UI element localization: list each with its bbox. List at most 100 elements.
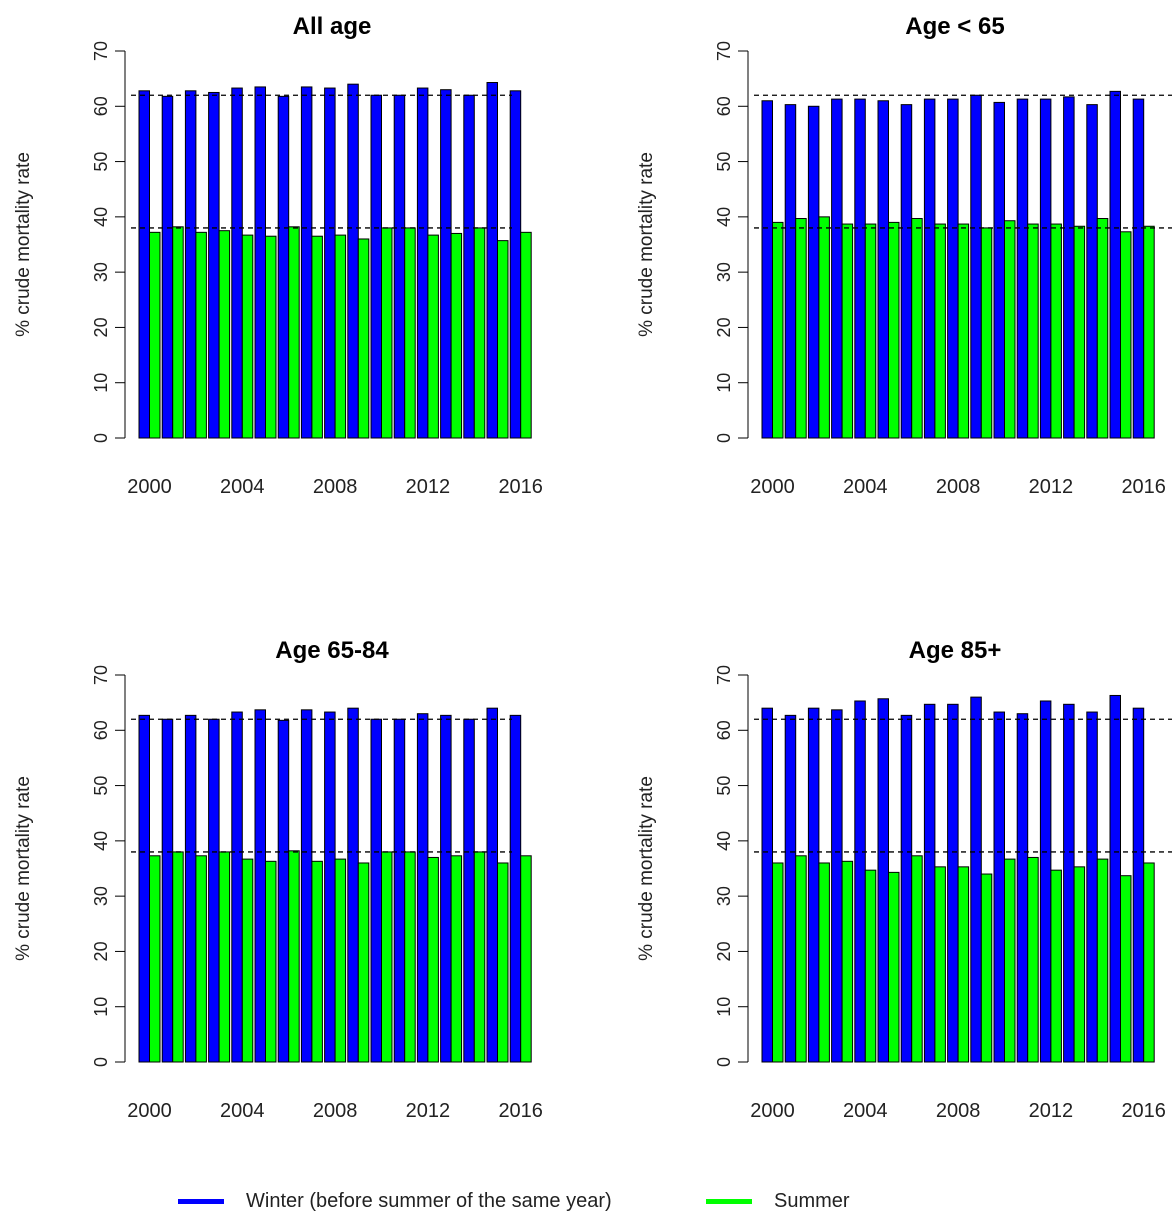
bar-winter-2015 [486, 707, 498, 1063]
bar-summer-2012 [1050, 869, 1062, 1063]
bar-winter-2008 [947, 703, 959, 1063]
bar-summer-2007 [934, 223, 946, 439]
bar-winter-2012 [416, 713, 429, 1063]
bar-summer-2002 [818, 216, 830, 439]
bar-summer-2016 [1143, 862, 1155, 1063]
bar-summer-2007 [311, 860, 323, 1063]
y-tick-label: 20 [714, 317, 734, 337]
y-tick-label: 70 [91, 41, 111, 61]
bar-winter-2016 [509, 714, 522, 1063]
legend-swatch-summer [706, 1199, 752, 1204]
chart-panel-2: Age < 65 % crude mortality rate 0 10 20 30 40 5… [636, 13, 1172, 498]
y-tick-label: 70 [714, 41, 734, 61]
bar-winter-2005 [877, 698, 889, 1063]
bar-summer-2006 [288, 226, 300, 439]
bar-winter-2002 [184, 90, 197, 439]
bar-summer-2012 [427, 856, 439, 1063]
bar-summer-2001 [172, 226, 184, 439]
bar-summer-2002 [195, 855, 207, 1063]
x-tick-label: 2008 [936, 476, 981, 498]
bar-summer-2001 [795, 218, 807, 439]
bar-summer-2001 [795, 855, 807, 1063]
bar-summer-2009 [357, 862, 370, 1063]
bar-winter-2004 [854, 700, 866, 1063]
y-tick-label: 0 [714, 433, 734, 443]
legend-item-winter: Winter (before summer of the same year) [178, 1190, 612, 1213]
bar-winter-2013 [1063, 703, 1075, 1063]
bar-summer-2016 [520, 231, 532, 439]
bar-winter-2015 [1109, 90, 1121, 439]
bar-summer-2007 [934, 866, 946, 1063]
bar-winter-2001 [784, 104, 797, 439]
chart-panel-3: Age 65-84 % crude mortality rate 0 10 20 30 40… [13, 637, 543, 1122]
bar-summer-2005 [888, 221, 900, 439]
x-tick-label: 2012 [1029, 1100, 1074, 1122]
y-tick-label: 40 [714, 207, 734, 227]
bar-winter-2000 [138, 90, 150, 439]
bar-summer-2014 [1096, 218, 1109, 439]
bar-winter-2014 [463, 718, 475, 1063]
x-tick-label: 2004 [220, 1100, 265, 1122]
y-tick-label: 0 [91, 1057, 111, 1067]
bar-winter-2007 [300, 86, 313, 439]
y-tick-label: 0 [714, 1057, 734, 1067]
bar-winter-2008 [324, 87, 336, 439]
x-tick-label: 2004 [220, 476, 265, 498]
y-tick-label: 50 [714, 152, 734, 172]
legend: Winter (before summer of the same year) … [0, 1190, 1172, 1220]
bar-winter-2011 [393, 94, 406, 439]
x-tick-label: 2012 [1029, 476, 1074, 498]
bar-summer-2015 [1120, 231, 1132, 439]
bar-summer-2008 [957, 866, 970, 1063]
chart-title: All age [293, 13, 372, 40]
bar-winter-2012 [1039, 98, 1052, 439]
bar-summer-2014 [1096, 858, 1109, 1063]
bar-winter-2014 [1086, 104, 1098, 439]
y-axis-label: % crude mortality rate [13, 152, 34, 337]
legend-item-summer: Summer [706, 1190, 850, 1213]
bar-summer-2003 [218, 230, 231, 439]
y-tick-label: 30 [91, 886, 111, 906]
bar-winter-2014 [463, 94, 475, 439]
y-axis-label: % crude mortality rate [636, 152, 657, 337]
bar-summer-2004 [864, 223, 877, 439]
bar-winter-2009 [347, 83, 359, 439]
y-tick-label: 70 [91, 665, 111, 685]
bar-summer-2004 [241, 234, 254, 439]
legend-label-summer: Summer [774, 1190, 850, 1212]
bar-summer-2013 [1073, 225, 1086, 439]
x-tick-label: 2004 [843, 476, 888, 498]
chart-title: Age < 65 [905, 13, 1004, 40]
x-tick-label: 2012 [406, 476, 451, 498]
bar-winter-2011 [393, 718, 406, 1063]
bar-summer-2016 [520, 855, 532, 1063]
y-axis-label: % crude mortality rate [636, 776, 657, 961]
bar-winter-2010 [993, 711, 1005, 1063]
chart-panel-1: All age % crude mortality rate 0 10 20 30 40 50… [13, 13, 543, 498]
bar-winter-2000 [761, 100, 773, 439]
x-tick-label: 2016 [498, 476, 543, 498]
bar-summer-2004 [864, 869, 877, 1063]
x-tick-label: 2016 [1121, 476, 1166, 498]
bar-winter-2010 [370, 94, 382, 439]
bar-summer-2012 [427, 234, 439, 439]
bar-winter-2000 [761, 707, 773, 1063]
y-tick-label: 60 [91, 96, 111, 116]
bar-winter-2003 [208, 91, 220, 439]
x-tick-label: 2004 [843, 1100, 888, 1122]
bar-summer-2006 [911, 218, 923, 439]
x-tick-label: 2008 [936, 1100, 981, 1122]
bar-winter-2008 [324, 711, 336, 1063]
x-tick-label: 2000 [750, 1100, 795, 1122]
bar-winter-2006 [277, 719, 290, 1063]
y-tick-label: 40 [714, 831, 734, 851]
bar-summer-2002 [818, 862, 830, 1063]
bar-summer-2004 [241, 858, 254, 1063]
bar-winter-2003 [831, 709, 843, 1063]
bar-winter-2011 [1016, 98, 1029, 439]
bar-summer-2009 [980, 227, 993, 439]
bar-summer-2013 [450, 232, 463, 439]
bar-winter-2007 [300, 709, 313, 1063]
bar-winter-2013 [440, 89, 452, 439]
bar-winter-2013 [1063, 96, 1075, 439]
